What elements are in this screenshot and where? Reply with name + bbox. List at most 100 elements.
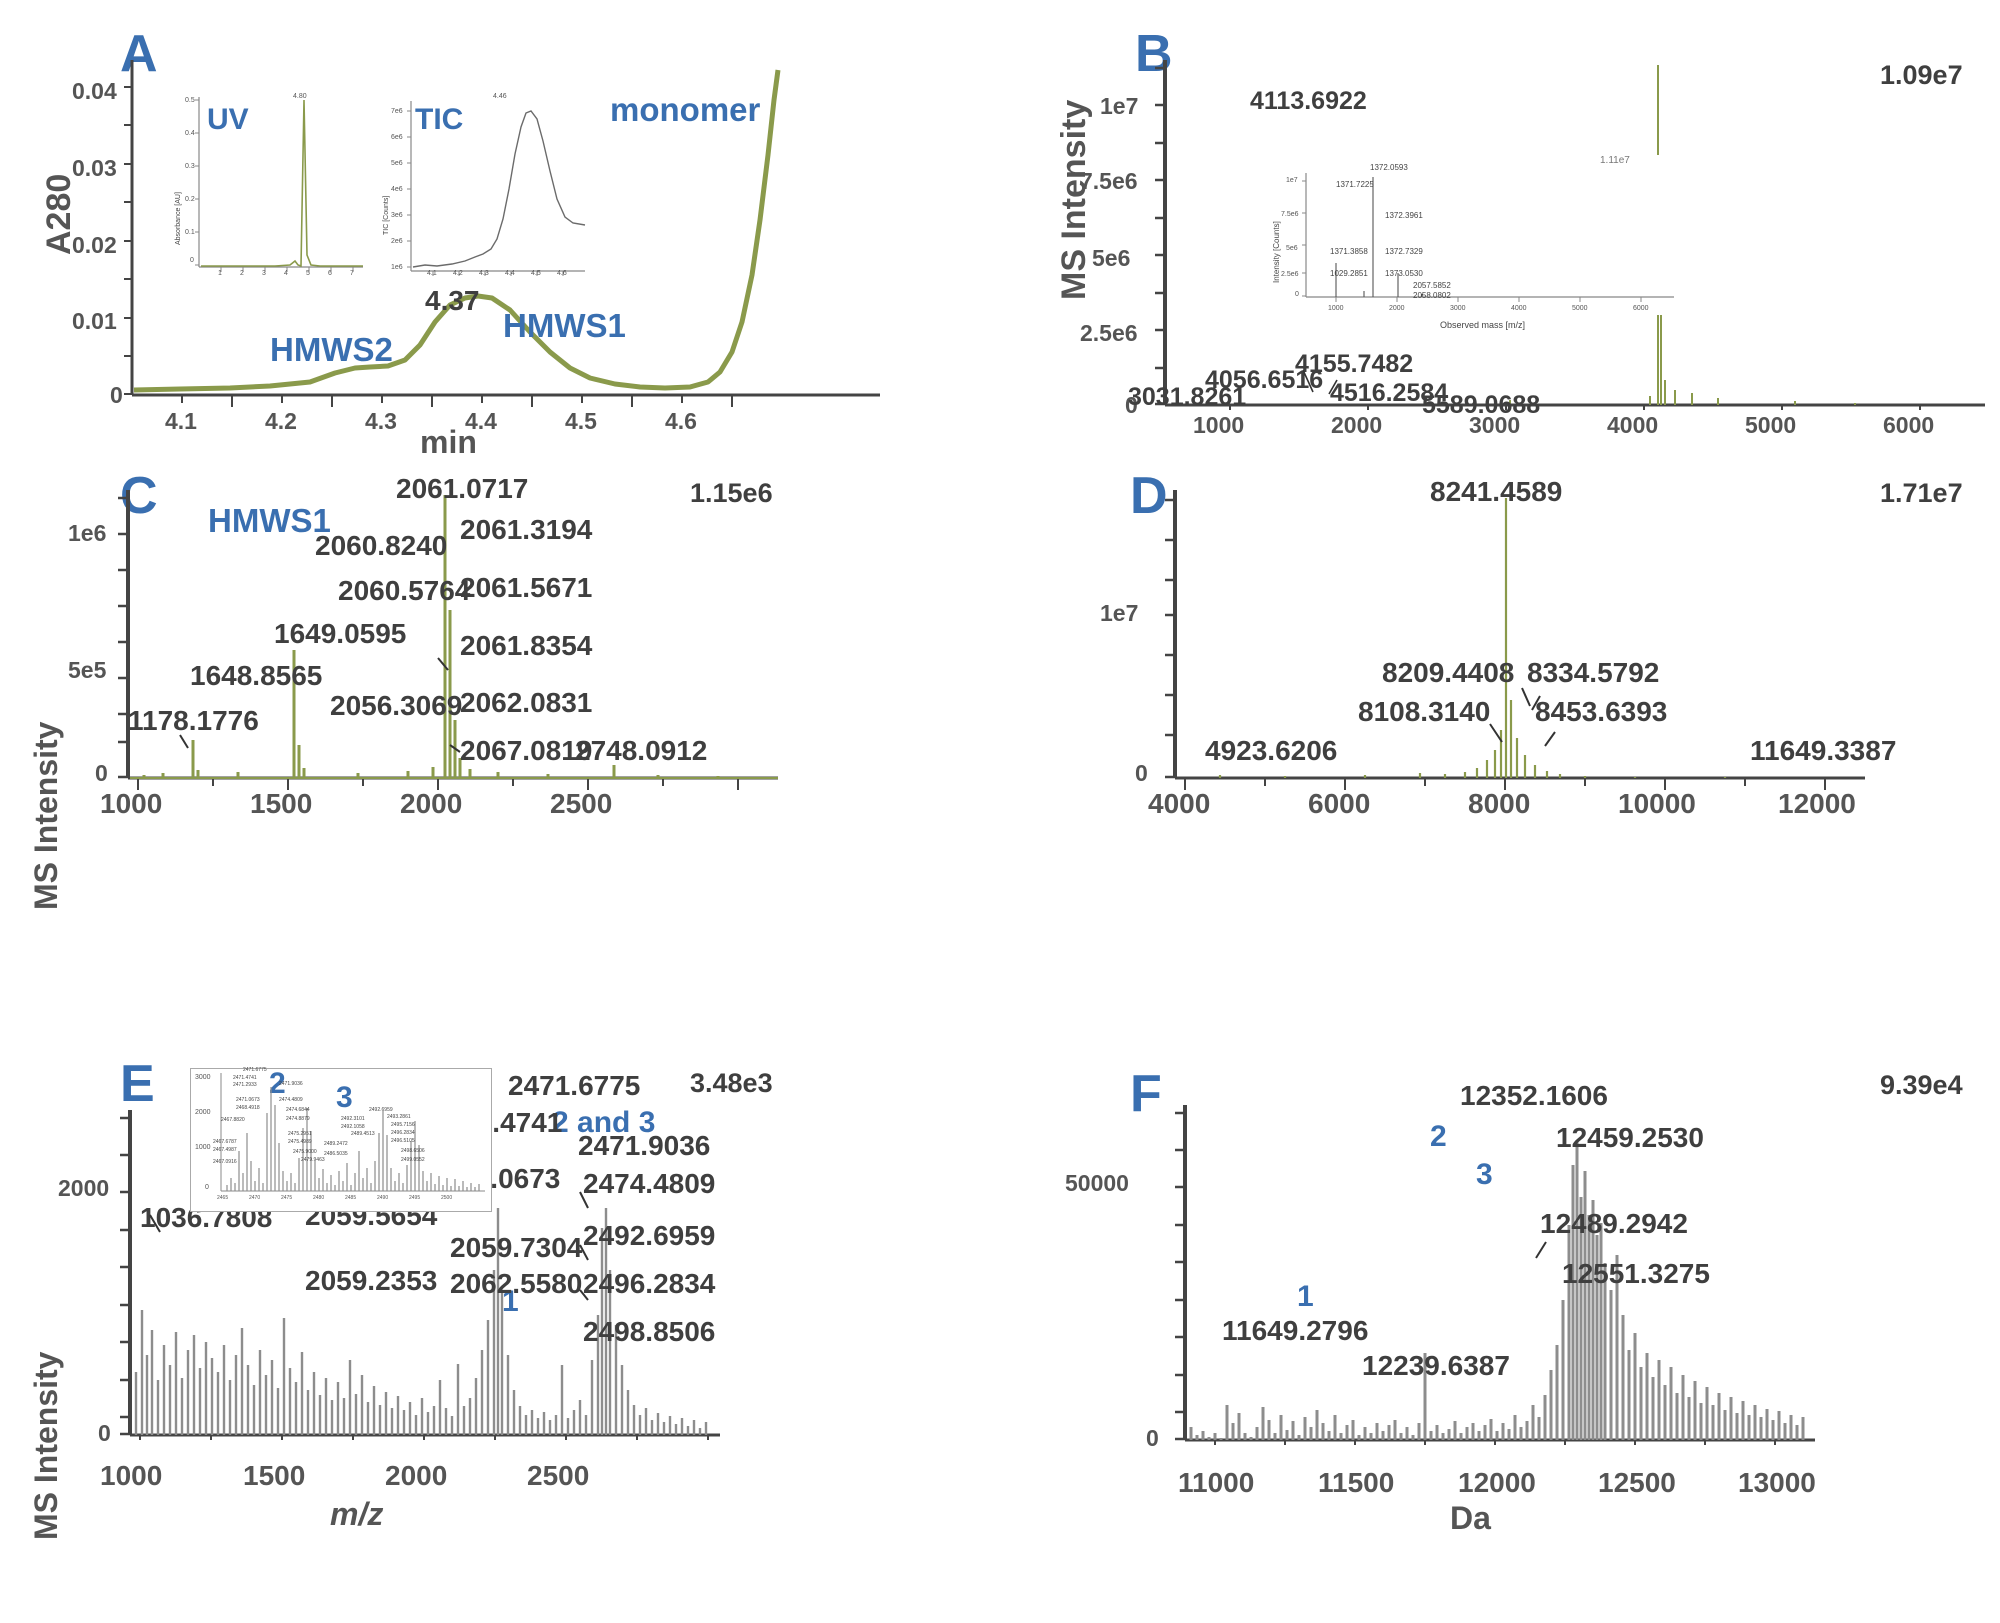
panel-b-inset: 1.11e7 Intensity [Counts] 1e7 7.5e6 5e6 … xyxy=(1270,155,1680,330)
panel-b-peak-3: 4155.7482 xyxy=(1295,350,1414,378)
panel-a-uv-xtick-3: 4 xyxy=(284,270,288,277)
panel-b-inset-plot xyxy=(1302,173,1674,302)
panel-d-label-4: 8334.5792 xyxy=(1527,657,1660,688)
panel-e-inset-label-28: 2499.0552 xyxy=(401,1157,425,1163)
panel-c-label-left-4: 2060.8240 xyxy=(315,530,448,561)
panel-b-inset-ytick-2: 5e6 xyxy=(1286,245,1298,252)
panel-b-xtick-4: 5000 xyxy=(1745,412,1797,438)
panel-c-title: HMWS1 xyxy=(208,502,331,539)
panel-e-inset: 2 3 3000 2000 1000 0 xyxy=(190,1067,492,1212)
panel-b-inset-label-6: 1373.0530 xyxy=(1385,269,1423,278)
panel-e-xtick-1: 1500 xyxy=(243,1460,306,1491)
panel-a-ytick-4: 0 xyxy=(110,382,123,408)
panel-a-xtick-3: 4.4 xyxy=(465,408,497,434)
panel-e-scale: 3.48e3 xyxy=(690,1068,773,1098)
panel-e-ytick-0: 2000 xyxy=(58,1175,110,1201)
panel-a-uv-xtick-0: 1 xyxy=(218,270,222,277)
panel-e-inset-xtick-3: 2480 xyxy=(313,1195,325,1201)
panel-e: E HMWS2 3.48e3 MS Intensity 2000 0 xyxy=(0,980,1000,1623)
panel-e-inset-label-27: 2498.6506 xyxy=(401,1148,425,1154)
panel-e-inset-label-26: 2496.5105 xyxy=(391,1138,415,1144)
panel-b-inset-ytick-0: 1e7 xyxy=(1286,177,1298,184)
panel-f: F 9.39e4 50000 0 xyxy=(1000,980,2000,1623)
panel-e-inset-label-13: 2475.4989 xyxy=(288,1139,312,1145)
panel-a-uv-xtick-1: 2 xyxy=(240,270,244,277)
panel-d-xtick-4: 12000 xyxy=(1778,788,1856,819)
panel-e-label-left-1: 2059.2353 xyxy=(305,1265,438,1296)
panel-c-ytick-1: 5e5 xyxy=(68,657,107,683)
panel-c: C HMWS1 1.15e6 MS Intensity 1e6 5e5 0 xyxy=(0,470,1000,980)
panel-a-xtick-5: 4.6 xyxy=(665,408,697,434)
panel-e-inset-label-12: 2467.4987 xyxy=(213,1147,237,1153)
panel-c-ytick-2: 0 xyxy=(95,760,108,786)
panel-d-label-1: 8108.3140 xyxy=(1358,696,1491,727)
panel-a-xtick-1: 4.2 xyxy=(265,408,297,434)
panel-b-inset-label-2: 1372.3961 xyxy=(1385,211,1423,220)
panel-a-ytick-2: 0.02 xyxy=(72,232,117,258)
panel-e-inset-label-9: 2474.8879 xyxy=(286,1116,310,1122)
panel-b-inset-xtick-5: 6000 xyxy=(1633,305,1649,312)
panel-e-label-left-4: 2062.5580 xyxy=(450,1268,583,1299)
panel-b-peak-0: 3031.8261 xyxy=(1128,383,1247,411)
panel-d-scale: 1.71e7 xyxy=(1880,478,1963,508)
panel-f-label-2: 12352.1606 xyxy=(1460,1080,1608,1111)
panel-a-hmws1-label: HMWS1 xyxy=(503,307,626,344)
panel-a-uv-plot xyxy=(195,97,363,272)
panel-f-xtick-2: 12000 xyxy=(1458,1467,1536,1498)
panel-a-tic-peak-label: 4.46 xyxy=(493,93,507,100)
panel-e-inset-xtick-0: 2465 xyxy=(217,1195,229,1201)
panel-b-inset-label-0: 1372.0593 xyxy=(1370,163,1408,172)
panel-f-marker-one: 1 xyxy=(1297,1280,1314,1313)
panel-a-tic-ylabel: TIC [Counts] xyxy=(383,195,390,235)
panel-e-inset-label-20: 2492.1058 xyxy=(341,1124,365,1130)
panel-b-peak-4: 4516.2584 xyxy=(1330,379,1449,407)
panel-e-xlabel: m/z xyxy=(330,1496,384,1532)
panel-e-inset-xtick-2: 2475 xyxy=(281,1195,293,1201)
panel-b-xtick-1: 2000 xyxy=(1331,412,1383,438)
panel-e-inset-label-17: 2489.2472 xyxy=(324,1141,348,1147)
panel-a-uv-ytick-1: 0.4 xyxy=(185,130,195,137)
panel-c-label-left-0: 1178.1776 xyxy=(128,705,259,736)
panel-e-inset-label-3: 2471.9036 xyxy=(279,1081,303,1087)
panel-b-ylabel: MS Intensity xyxy=(1055,99,1093,300)
panel-c-label-left-2: 1649.0595 xyxy=(274,618,407,649)
panel-b-peak-2: 4113.6922 xyxy=(1250,87,1367,115)
panel-e-inset-label-10: 2475.2951 xyxy=(288,1131,312,1137)
panel-c-xtick-3: 2500 xyxy=(550,788,613,819)
panel-d-label-6: 11649.3387 xyxy=(1750,735,1897,766)
panel-a-tic-ytick-2: 5e6 xyxy=(391,160,403,167)
panel-a-uv-peak-label: 4.80 xyxy=(293,93,307,100)
panel-c-scale: 1.15e6 xyxy=(690,478,773,508)
panel-e-inset-label-24: 2495.7156 xyxy=(391,1122,415,1128)
panel-b-inset-label-4: 1372.7329 xyxy=(1385,247,1423,256)
panel-e-inset-label-25: 2496.2834 xyxy=(391,1130,415,1136)
panel-e-label-right-4: 2498.8506 xyxy=(583,1316,716,1347)
panel-a-uv-ytick-3: 0.2 xyxy=(185,196,195,203)
panel-a-peak-time: 4.37 xyxy=(425,285,480,316)
panel-a-xlabel: min xyxy=(420,424,477,460)
panel-c-xtick-2: 2000 xyxy=(400,788,463,819)
panel-a-plot xyxy=(124,60,880,407)
panel-e-plot xyxy=(120,1110,720,1440)
panel-f-leader-lines xyxy=(1535,1241,1547,1259)
panel-c-label-right-1: 2061.5671 xyxy=(460,572,593,603)
panel-e-inset-label-19: 2489.4513 xyxy=(351,1131,375,1137)
panel-c-label-right-3: 2062.0831 xyxy=(460,687,593,718)
panel-a-uv-ylabel: Absorbance [AU] xyxy=(175,192,182,245)
panel-e-inset-ytick-3: 0 xyxy=(205,1184,209,1191)
panel-e-inset-ytick-1: 2000 xyxy=(195,1109,211,1116)
panel-e-inset-marker-two: 2 xyxy=(269,1067,286,1100)
panel-e-label-right-0: 2471.9036 xyxy=(578,1130,711,1161)
panel-f-label-0: 11649.2796 xyxy=(1222,1315,1369,1346)
panel-f-plot xyxy=(1175,1105,1815,1445)
panel-c-label-left-1: 1648.8565 xyxy=(190,660,323,691)
panel-c-label-top: 2061.0717 xyxy=(396,473,529,504)
panel-e-inset-label-14: 2475.9000 xyxy=(293,1149,317,1155)
panel-a-ytick-3: 0.01 xyxy=(72,308,117,334)
panel-e-label-left-3: 2059.7304 xyxy=(450,1232,583,1263)
panel-a-xtick-4: 4.5 xyxy=(565,408,597,434)
panel-b-inset-ylabel: Intensity [Counts] xyxy=(1272,221,1281,283)
panel-d-xtick-0: 4000 xyxy=(1148,788,1211,819)
panel-a-xtick-2: 4.3 xyxy=(365,408,397,434)
panel-e-xtick-2: 2000 xyxy=(385,1460,448,1491)
